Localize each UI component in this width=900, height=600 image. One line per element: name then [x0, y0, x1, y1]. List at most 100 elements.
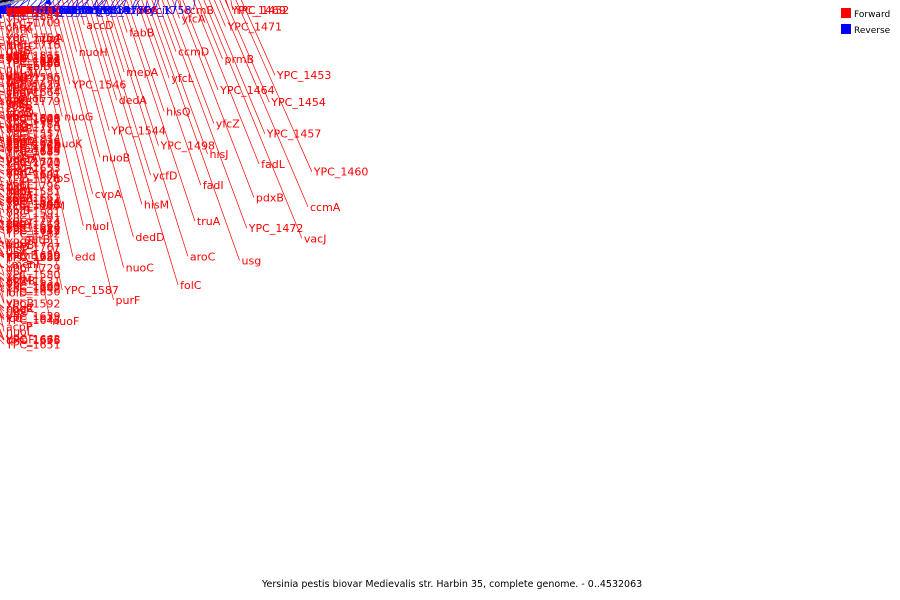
forward-gene-label: YPC_1471 [227, 20, 283, 33]
forward-gene-label: YPC_1780 [5, 199, 61, 212]
forward-gene-label: tmk [6, 97, 28, 110]
forward-gene-label: YPC_1700 [5, 156, 61, 169]
reverse-gene-label: ogl [0, 4, 2, 17]
reverse-gene-label: adhE [0, 4, 2, 17]
forward-gene-label: tpx [6, 74, 24, 87]
reverse-gene-label: slyA [0, 4, 2, 17]
forward-gene-label: sohB [6, 99, 33, 112]
forward-gene-label: YPC_1753 [5, 57, 61, 70]
reverse-gene-label: sufC [0, 4, 2, 17]
forward-gene-label: yfcZ [216, 118, 240, 131]
reverse-gene-label: trpC [127, 4, 151, 17]
forward-gene-label: gutB [24, 233, 50, 246]
forward-leader-line [48, 2, 71, 85]
forward-leader-line [52, 1, 124, 268]
forward-gene-label: cheZ [6, 21, 34, 34]
forward-gene-label: lolD [6, 286, 27, 299]
forward-gene-label: YPC_1460 [313, 166, 369, 179]
forward-leader-line [43, 3, 94, 195]
reverse-gene-label: YPC_1745 [0, 4, 2, 17]
reverse-gene-label: mmmA [0, 4, 2, 17]
reverse-gene-label: infA [0, 4, 2, 17]
forward-gene-label: YPC_1718 [5, 38, 61, 51]
forward-gene-label: cheB [6, 110, 33, 123]
forward-leader-line [121, 0, 196, 222]
reverse-gene-label: cfpE [0, 4, 2, 17]
forward-gene-label: YPC_1752 [5, 225, 61, 238]
reverse-gene-label: YPC_1515 [0, 4, 2, 17]
forward-gene-label: yciO [6, 153, 31, 166]
forward-gene-label: fadL [261, 158, 286, 171]
reverse-gene-label: yciB [52, 4, 75, 17]
forward-gene-label: mpaA [6, 152, 38, 165]
forward-gene-label: nuoF [52, 315, 79, 328]
forward-gene-label: ompX [6, 142, 38, 155]
forward-gene-label: YPC_1472 [248, 222, 304, 235]
forward-gene-label: YPC_1814 [5, 133, 61, 146]
reverse-gene-label: YPC_1588 [0, 4, 2, 17]
reverse-gene-label: sufB [0, 4, 2, 17]
forward-gene-label: truA [197, 215, 221, 228]
forward-gene-label: YPC_1730 [5, 73, 61, 86]
forward-gene-label: dedA [119, 94, 148, 107]
forward-gene-label: YPC_1587 [63, 284, 119, 297]
forward-leader-line [0, 67, 51, 322]
forward-leader-line [151, 0, 208, 155]
reverse-gene-label: YPC_1801 [0, 4, 2, 17]
reverse-gene-label: YPC_1800 [33, 4, 89, 17]
forward-gene-label: cheR [6, 302, 34, 315]
reverse-gene-label: lemA [0, 4, 2, 17]
reverse-gene-label: rluE [0, 4, 2, 17]
reverse-gene-label: YPC_1955 [0, 4, 2, 17]
reverse-gene-label: yciK [149, 4, 173, 17]
reverse-gene-label: YPC_1606 [0, 4, 2, 17]
forward-gene-label: cheW [6, 86, 37, 99]
reverse-gene-label: YPC_1904 [0, 4, 2, 17]
forward-gene-label: YPC_1676 [5, 334, 61, 347]
reverse-gene-label: YPC_1776 [0, 4, 2, 17]
forward-leader-line [235, 0, 313, 172]
reverse-gene-label: fbH [0, 4, 2, 17]
forward-leader-line [81, 0, 143, 205]
forward-gene-label: YPC_1452 [234, 4, 290, 17]
reverse-gene-label: yfbQ [0, 4, 2, 17]
reverse-gene-label: YPC_1618 [0, 4, 2, 17]
reverse-gene-label: yfiG [0, 4, 2, 17]
reverse-gene-label: trpG [69, 4, 93, 17]
forward-gene-label: lolC [6, 184, 27, 197]
forward-leader-line [71, 0, 110, 131]
reverse-gene-label: araA [0, 4, 2, 17]
reverse-gene-label: rsxD [0, 4, 2, 17]
forward-gene-label: cobB [6, 192, 33, 205]
forward-leader-line [91, 0, 179, 286]
forward-gene-label: yceD [6, 106, 34, 119]
forward-gene-label: YPC_1557 [5, 128, 61, 141]
reverse-leader-line [3, 0, 5, 11]
reverse-gene-label: lacZ [0, 4, 2, 17]
reverse-gene-label: YPC_1966 [0, 4, 2, 17]
reverse-gene-label: btuR [0, 4, 2, 17]
forward-gene-label: elaB [9, 122, 33, 135]
forward-gene-label: YPC_1815 [5, 50, 61, 63]
forward-gene-label: menC [6, 111, 38, 124]
forward-gene-label: nuoA [35, 32, 64, 45]
forward-gene-label: YPC_1653 [5, 162, 61, 175]
forward-gene-label: YPC_1457 [266, 128, 322, 141]
forward-leader-line [156, 0, 177, 52]
forward-gene-label: cysB [6, 102, 32, 115]
reverse-leader-line [3, 0, 7, 11]
reverse-gene-label: pheT [0, 4, 2, 17]
forward-gene-label: yciM [6, 4, 31, 17]
forward-gene-label: YPC_1779 [5, 95, 61, 108]
forward-gene-label: ccmD [178, 46, 209, 59]
forward-gene-label: edd [75, 251, 96, 264]
reverse-gene-label: YPC_1578 [0, 4, 2, 17]
reverse-gene-label: sepC [0, 4, 2, 17]
reverse-gene-label: yciN [97, 4, 121, 17]
forward-leader-line [11, 11, 25, 66]
reverse-gene-label: YPC_1837 [0, 4, 6, 17]
forward-gene-label: sixA [136, 4, 159, 17]
